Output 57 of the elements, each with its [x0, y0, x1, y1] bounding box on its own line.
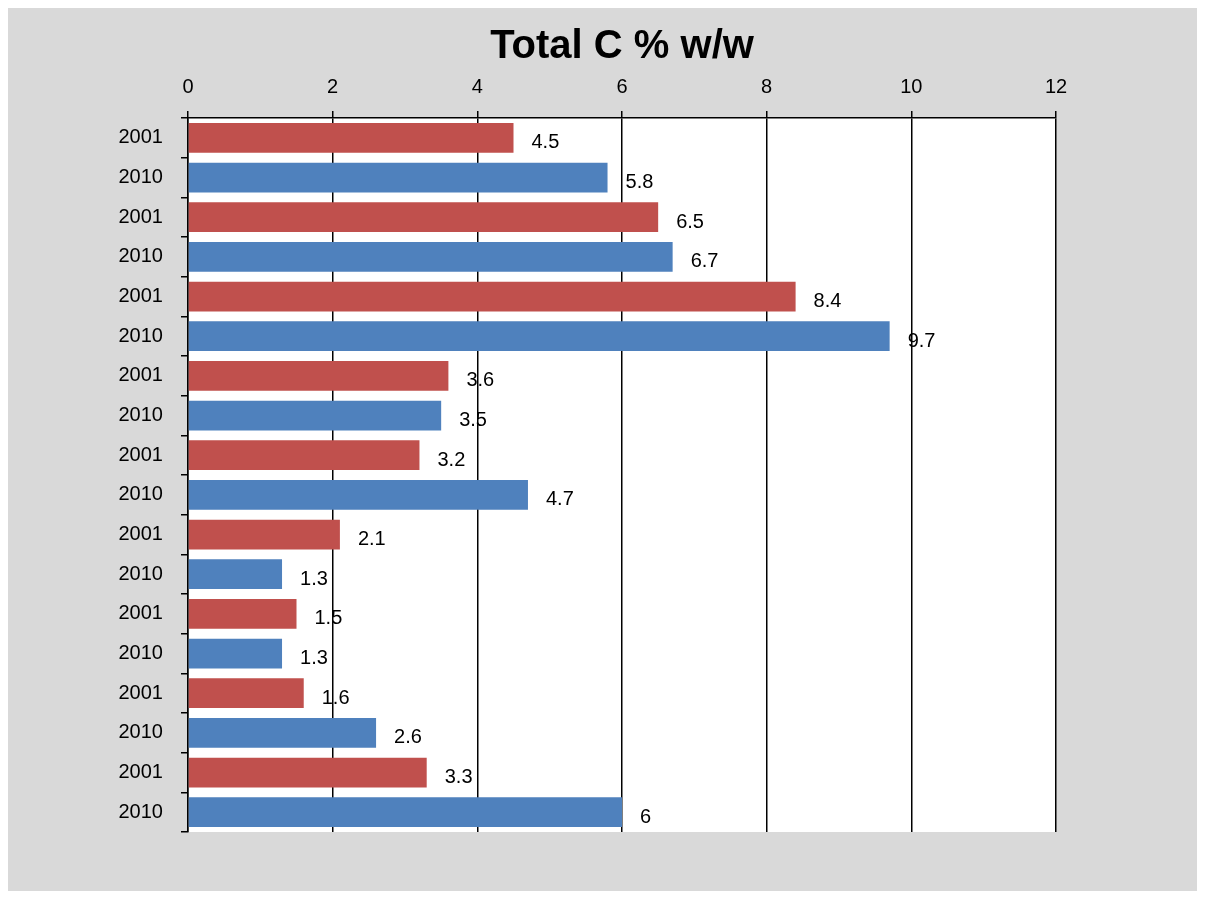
- y-tick-label: 2010: [118, 323, 163, 346]
- bar: [188, 122, 514, 153]
- data-label: 1.3: [300, 646, 328, 669]
- x-tick-label: 6: [616, 74, 628, 97]
- y-tick-label: 2001: [118, 204, 163, 227]
- y-tick-label: 2010: [118, 561, 163, 584]
- y-tick-label: 2001: [118, 680, 163, 703]
- bar: [188, 440, 420, 471]
- bar: [188, 479, 528, 510]
- y-tick-label: 2010: [118, 482, 163, 505]
- y-tick-label: 2001: [118, 601, 163, 624]
- y-tick-label: 2010: [118, 641, 163, 664]
- bar: [188, 202, 659, 233]
- bar: [188, 281, 796, 312]
- y-tick-label: 2001: [118, 363, 163, 386]
- bar: [188, 598, 297, 629]
- data-label: 5.8: [625, 170, 654, 193]
- bar: [188, 678, 304, 709]
- y-tick-label: 2010: [118, 244, 163, 267]
- y-tick-label: 2010: [118, 403, 163, 426]
- y-tick-label: 2001: [118, 442, 163, 465]
- data-label: 2.1: [357, 527, 386, 550]
- data-label: 3.2: [437, 447, 466, 470]
- x-tick-label: 2: [327, 74, 339, 97]
- x-tick-label: 10: [900, 74, 923, 97]
- data-label: 1.3: [300, 566, 328, 589]
- bar: [188, 717, 377, 748]
- y-tick-label: 2001: [118, 760, 163, 783]
- y-tick-label: 2001: [118, 284, 163, 307]
- bar: [188, 360, 449, 391]
- x-tick-label: 8: [761, 74, 773, 97]
- bar: [188, 400, 442, 431]
- y-tick-label: 2001: [118, 125, 163, 148]
- bar: [188, 241, 673, 272]
- bar: [188, 321, 890, 352]
- y-tick-label: 2010: [118, 799, 163, 822]
- data-label: 4.5: [531, 130, 560, 153]
- bar: [188, 162, 608, 193]
- data-label: 8.4: [813, 289, 842, 312]
- bar: [188, 519, 340, 550]
- data-label: 2.6: [394, 725, 422, 748]
- data-label: 6.5: [676, 209, 704, 232]
- bar: [188, 559, 283, 590]
- y-tick-label: 2001: [118, 522, 163, 545]
- data-label: 4.7: [545, 487, 574, 510]
- bar: [188, 757, 427, 788]
- data-label: 3.3: [444, 765, 473, 788]
- bar: [188, 797, 622, 828]
- y-tick-label: 2010: [118, 165, 163, 188]
- x-tick-label: 0: [182, 74, 194, 97]
- y-tick-label: 2010: [118, 720, 163, 743]
- data-label: 6: [640, 804, 652, 827]
- chart-title: Total C % w/w: [489, 21, 755, 68]
- x-tick-label: 4: [471, 74, 483, 97]
- x-tick-label: 12: [1044, 74, 1068, 97]
- data-label: 6.7: [690, 249, 719, 272]
- bar: [188, 638, 283, 669]
